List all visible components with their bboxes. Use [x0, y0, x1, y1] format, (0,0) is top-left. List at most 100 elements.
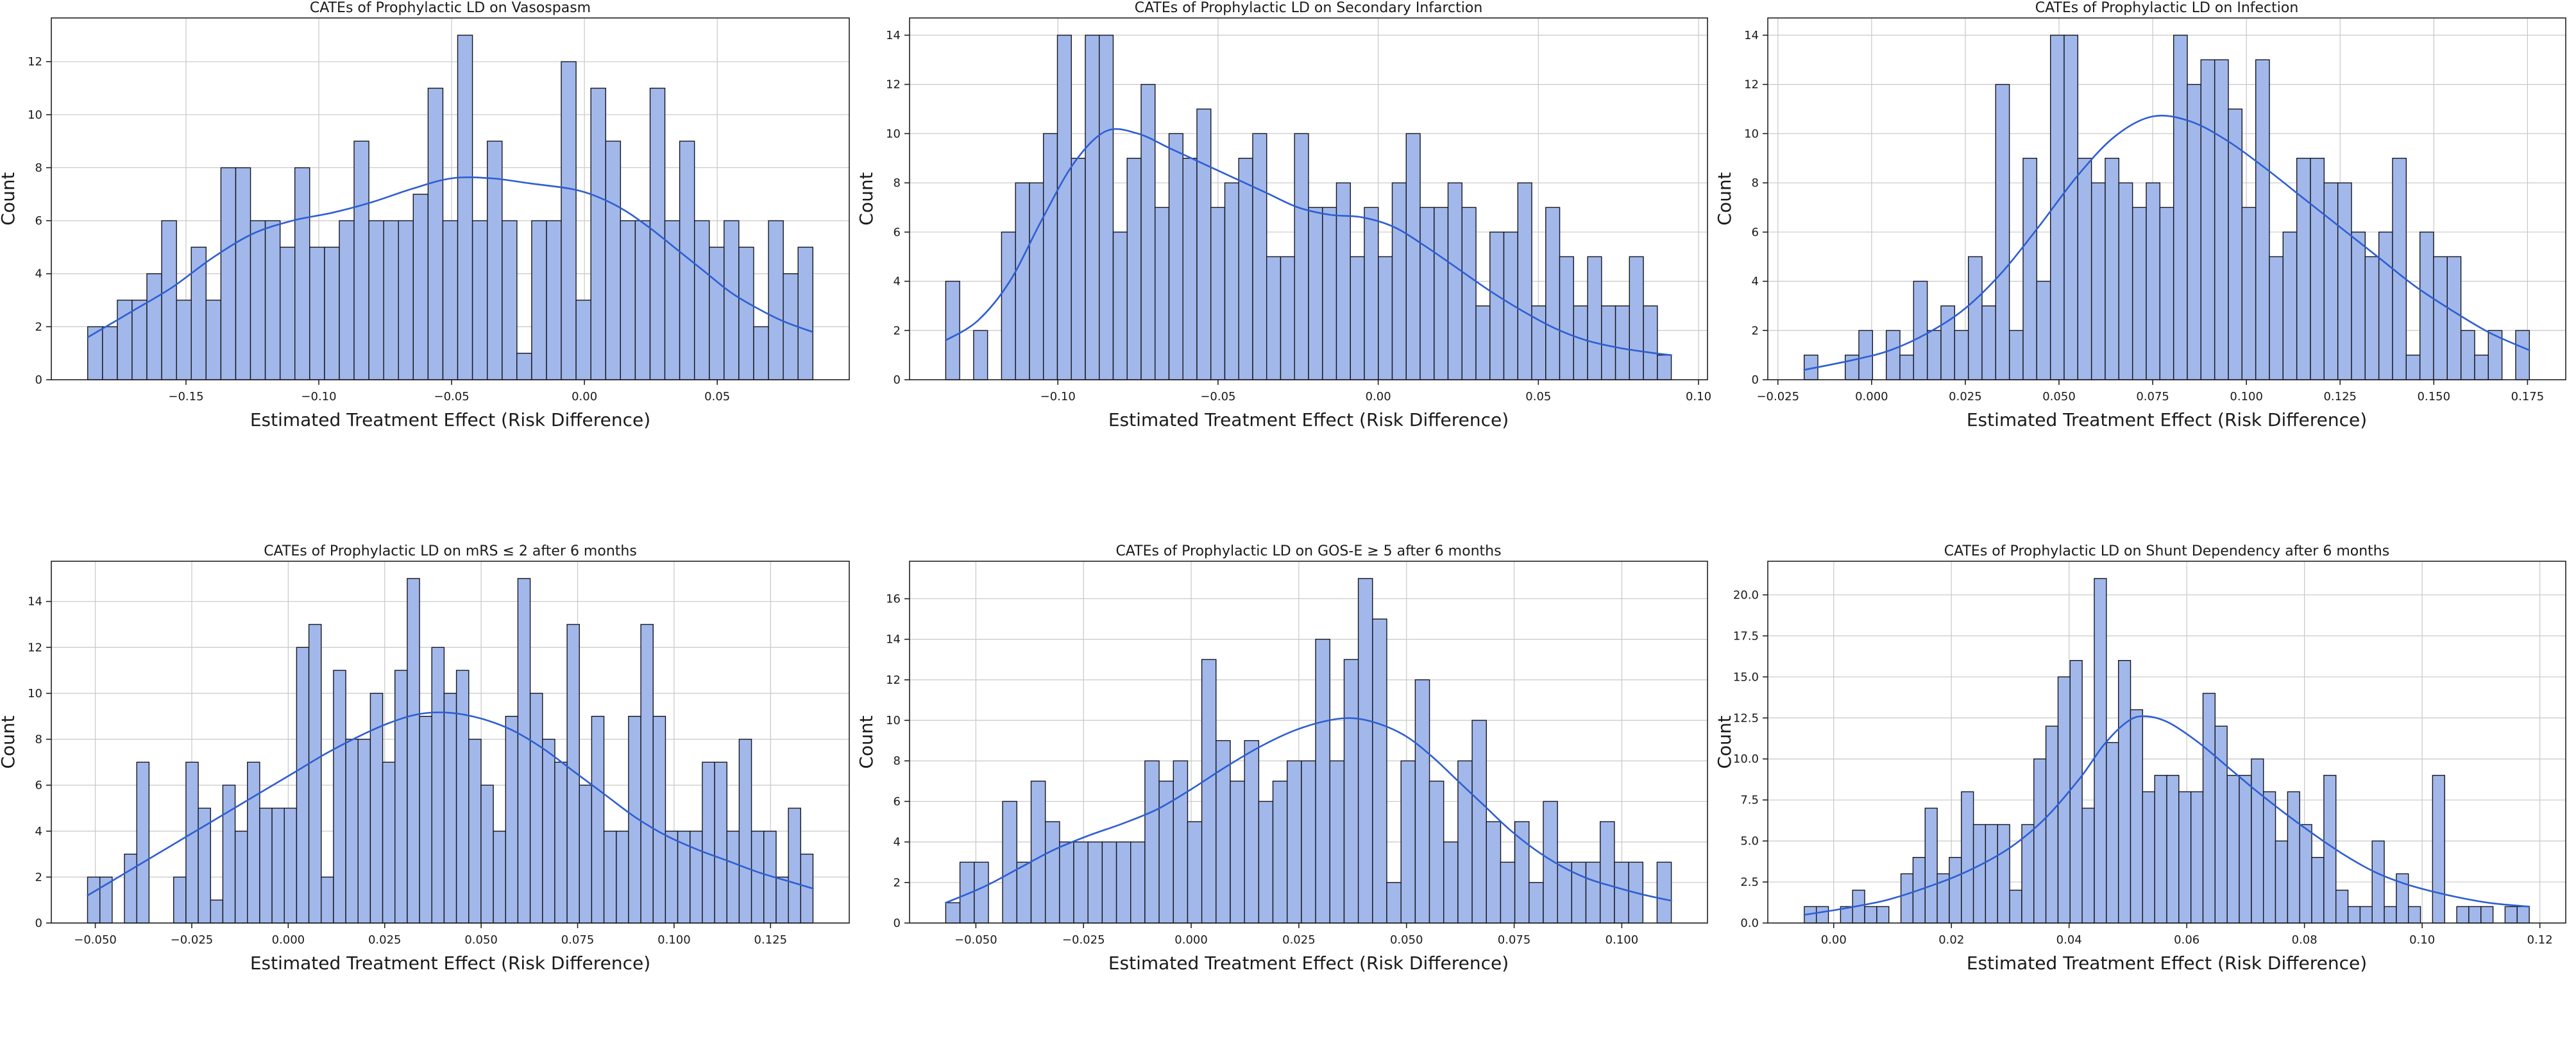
histogram-bar [1001, 232, 1016, 380]
histogram-bar [431, 647, 445, 924]
y-tick-label: 14 [1744, 29, 1759, 42]
histogram-bar [480, 784, 494, 924]
y-tick-label: 10 [886, 127, 901, 140]
histogram-bar [2178, 791, 2192, 924]
histogram-bar [2275, 840, 2289, 924]
histogram-bar [531, 220, 547, 380]
histogram-bar [1002, 801, 1017, 924]
histogram-bar [309, 246, 325, 380]
histogram-bar [1529, 882, 1544, 924]
x-tick-label: 0.050 [2042, 390, 2076, 403]
histogram-bar [205, 300, 222, 380]
histogram-bar [234, 831, 248, 924]
y-tick-label: 2 [894, 324, 901, 337]
histogram-bar [2105, 157, 2120, 380]
histogram-bar [561, 61, 577, 380]
histogram-bar [468, 738, 482, 924]
y-axis-label: Count [1716, 715, 1735, 768]
histogram-bar [693, 220, 710, 380]
histogram-bar [1329, 760, 1345, 924]
histogram-bar [1272, 781, 1288, 924]
x-tick-label: −0.10 [1040, 390, 1076, 403]
histogram-bar [2335, 890, 2349, 924]
y-tick-label: 0.0 [1740, 917, 1759, 930]
histogram-bar [2364, 256, 2380, 380]
histogram-bar [493, 831, 506, 924]
histogram-bar [738, 246, 754, 380]
tick-marks [904, 598, 1623, 928]
histogram-bar [173, 876, 187, 924]
histogram-bar [1238, 157, 1253, 380]
histogram-bar [1335, 182, 1351, 380]
histogram-bar [1876, 906, 1890, 924]
plot-title: CATEs of Prophylactic LD on Infection [2035, 0, 2299, 16]
histogram-bar [1230, 781, 1245, 924]
histogram-bar [1350, 256, 1365, 380]
histogram-bar [284, 808, 298, 924]
histogram-bar [542, 738, 555, 924]
histogram-bar [2077, 157, 2092, 380]
histogram-bar [357, 738, 371, 924]
y-tick-label: 14 [886, 633, 901, 647]
histogram-bar [1244, 740, 1260, 924]
histogram-bar [1144, 760, 1160, 924]
histogram-bar [2378, 232, 2393, 380]
histogram-bar [2091, 182, 2106, 380]
histogram-bar [1405, 133, 1421, 380]
histogram-bar [271, 808, 285, 924]
subplot-infection: −0.025 0.000 0.025 0.050 0.075 0.100 0.125 0.15… [1714, 0, 2576, 529]
histogram-bar [1087, 841, 1103, 924]
y-axis-label: Count [858, 715, 877, 768]
histogram-bar [382, 761, 396, 924]
x-axis-label: Estimated Treatment Effect (Risk Differe… [1108, 409, 1509, 430]
chart-svg: 0.00 0.02 0.04 0.06 0.08 0.10 0.12 0.0 2.5 5.0 7.5… [1714, 543, 2575, 1056]
histogram-bar [1085, 35, 1100, 380]
histogram-bar [2407, 906, 2421, 924]
histogram-bar [1155, 207, 1170, 380]
histogram-bar [1115, 841, 1131, 924]
histogram-bar [2036, 280, 2051, 380]
kde-curve [945, 128, 1672, 356]
y-tick-label: 12.5 [1733, 711, 1759, 725]
histogram-bar [2282, 232, 2298, 380]
subplot-vasospasm: −0.15 −0.10 −0.05 0.00 0.05 0 2 4 6 8 10 12 CATEs of… [0, 0, 858, 529]
chart-svg: −0.050 −0.025 0.000 0.025 0.050 0.075 0.100 0.1… [0, 543, 858, 1056]
histogram-bar [442, 220, 459, 380]
y-tick-label: 14 [28, 595, 42, 609]
x-tick-label: 0.05 [1525, 390, 1551, 403]
histogram-bar [2446, 256, 2462, 380]
histogram-bar [768, 220, 784, 380]
histogram-bar [1434, 207, 1449, 380]
histogram-bars [945, 578, 1672, 924]
histogram-bar [2432, 775, 2445, 924]
histogram-bar [398, 220, 414, 380]
histogram-bar [1461, 207, 1477, 380]
kde-curve [87, 176, 814, 339]
histogram-bar [2433, 256, 2448, 380]
y-tick-label: 12 [1744, 78, 1759, 92]
histogram-bar [2063, 35, 2079, 380]
histogram-bar [1899, 354, 1915, 380]
histogram-bar [321, 876, 334, 924]
histogram-bar [1815, 906, 1829, 924]
histogram-bar [652, 716, 666, 924]
histogram-bar [1252, 133, 1267, 380]
histogram-bar [554, 761, 568, 924]
histogram-bar [2142, 791, 2155, 924]
y-tick-label: 6 [1752, 226, 1759, 239]
histogram-bar [2154, 775, 2167, 924]
histogram-bar [1997, 824, 2010, 924]
histogram-bar [1864, 906, 1877, 924]
x-tick-label: 0.100 [1606, 933, 1639, 947]
histogram-bar [1391, 182, 1407, 380]
histogram-bar [2214, 725, 2228, 924]
plot-title: CATEs of Prophylactic LD on GOS-E ≥ 5 af… [1115, 543, 1501, 559]
histogram-bar [1294, 133, 1309, 380]
histogram-bar [296, 647, 310, 924]
y-tick-label: 15.0 [1733, 670, 1759, 684]
histogram-bar [1266, 256, 1282, 380]
x-tick-label: −0.10 [301, 390, 336, 403]
y-tick-label: 20.0 [1733, 588, 1759, 602]
histogram-bar [634, 220, 651, 380]
histogram-bar [2069, 659, 2083, 924]
